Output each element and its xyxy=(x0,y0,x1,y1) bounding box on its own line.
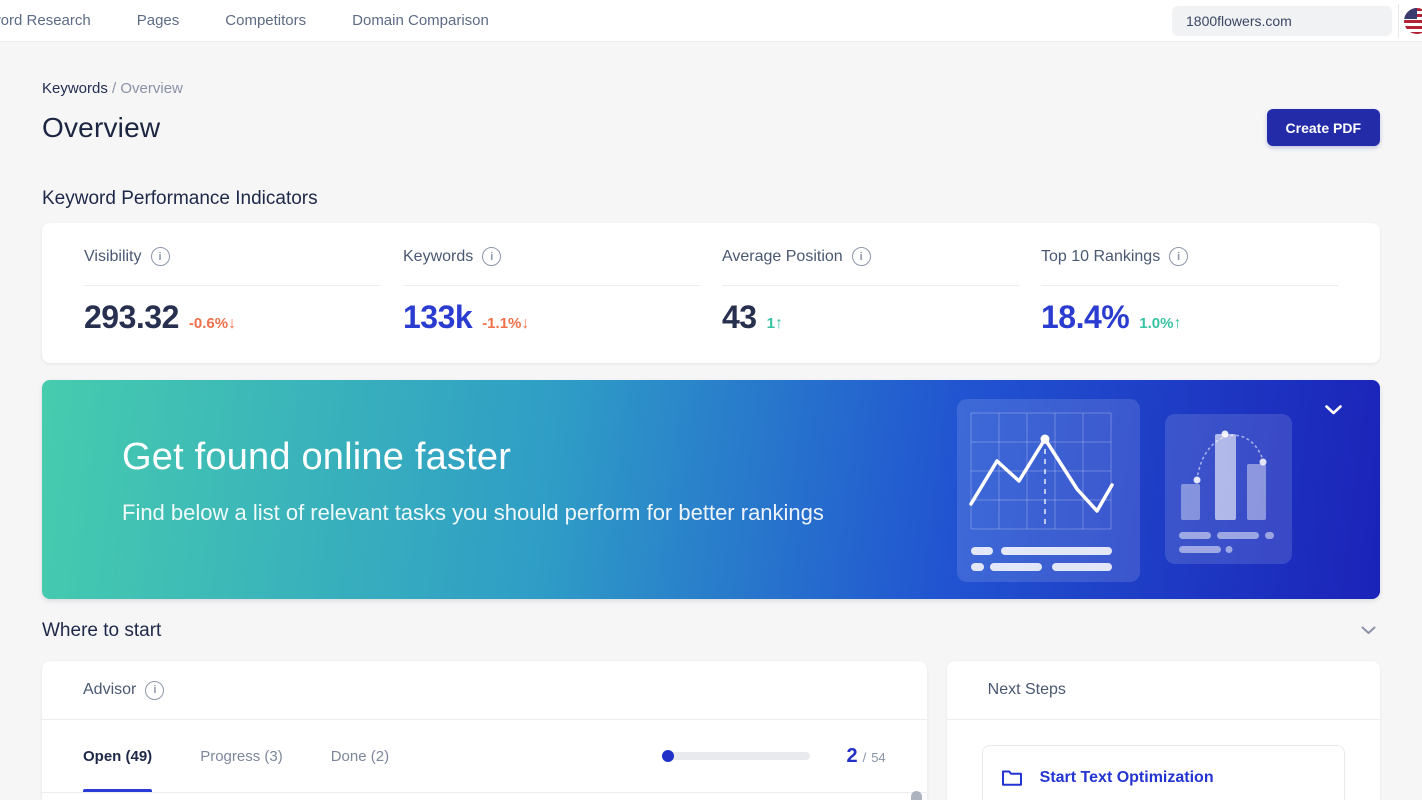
nav-divider xyxy=(1398,4,1399,38)
nav-item-competitors[interactable]: Competitors xyxy=(225,12,307,29)
nav-item-keyword-research[interactable]: Keyword Research xyxy=(0,12,91,29)
nav-item-pages[interactable]: Pages xyxy=(136,12,180,29)
next-steps-title: Next Steps xyxy=(987,681,1066,698)
divider xyxy=(722,285,1019,286)
kpi-average-position-delta: 1↑ xyxy=(766,315,783,332)
info-icon[interactable]: i xyxy=(851,247,871,266)
breadcrumb-keywords[interactable]: Keywords xyxy=(42,80,108,97)
line-chart-illustration xyxy=(957,399,1140,582)
where-to-start-chevron-down-icon[interactable] xyxy=(1361,622,1376,640)
banner-collapse-chevron-down-icon[interactable] xyxy=(1325,402,1342,420)
divider xyxy=(84,285,381,286)
us-flag-icon[interactable] xyxy=(1404,8,1422,34)
kpi-top10-rankings: Top 10 Rankings i 18.4% 1.0%↑ xyxy=(1041,247,1338,336)
kpi-visibility-value: 293.32 xyxy=(84,299,179,335)
kpi-visibility-label: Visibility xyxy=(84,247,142,265)
banner-title: Get found online faster xyxy=(122,436,512,478)
advisor-title: Advisor xyxy=(83,681,137,698)
banner-subtitle: Find below a list of relevant tasks you … xyxy=(122,500,824,525)
advisor-progress: 2 / 54 xyxy=(662,745,886,768)
next-step-label: Start Text Optimization xyxy=(1039,769,1214,786)
divider xyxy=(1041,285,1338,286)
info-icon[interactable]: i xyxy=(150,247,170,266)
info-icon[interactable]: i xyxy=(482,247,502,266)
top-nav: Keyword Research Pages Competitors Domai… xyxy=(0,0,1422,42)
kpi-keywords-label: Keywords xyxy=(403,247,474,265)
breadcrumb: Keywords / Overview xyxy=(42,80,1380,97)
advisor-scrollbar-thumb[interactable] xyxy=(910,791,922,800)
advisor-card: Advisor i Open (49) Progress (3) Done (2… xyxy=(42,661,927,800)
nav-item-domain-comparison[interactable]: Domain Comparison xyxy=(352,12,489,29)
folder-icon xyxy=(1001,769,1023,787)
kpi-average-position: Average Position i 43 1↑ xyxy=(722,247,1019,336)
down-arrow-icon: ↓ xyxy=(521,315,530,332)
page-title: Overview xyxy=(42,111,161,143)
bar-chart-illustration xyxy=(1165,414,1292,564)
down-arrow-icon: ↓ xyxy=(228,315,237,332)
kpi-keywords-delta: -1.1%↓ xyxy=(482,315,530,332)
info-icon[interactable]: i xyxy=(145,680,165,700)
tab-open[interactable]: Open (49) xyxy=(83,720,153,792)
kpi-keywords-value: 133k xyxy=(403,299,473,335)
up-arrow-icon: ↑ xyxy=(774,315,783,332)
kpi-average-position-value: 43 xyxy=(722,299,757,335)
kpi-top10-rankings-value: 18.4% xyxy=(1041,299,1130,335)
progress-count: 2 / 54 xyxy=(846,745,885,768)
progress-bar xyxy=(662,750,811,762)
breadcrumb-current: Overview xyxy=(120,80,183,97)
kpi-section-title: Keyword Performance Indicators xyxy=(42,188,318,209)
tab-done[interactable]: Done (2) xyxy=(330,747,390,765)
kpi-visibility-delta: -0.6%↓ xyxy=(188,315,237,332)
nav-items: Keyword Research Pages Competitors Domai… xyxy=(0,12,489,29)
advisor-tabs: Open (49) Progress (3) Done (2) 2 / 54 xyxy=(42,720,927,793)
next-steps-card: Next Steps Start Text Optimization xyxy=(946,661,1380,800)
progress-separator: / xyxy=(862,749,867,765)
kpi-top10-rankings-delta: 1.0%↑ xyxy=(1139,315,1182,332)
kpi-keywords: Keywords i 133k -1.1%↓ xyxy=(403,247,700,336)
create-pdf-button[interactable]: Create PDF xyxy=(1266,109,1380,146)
divider xyxy=(403,285,700,286)
kpi-top10-rankings-label: Top 10 Rankings xyxy=(1041,247,1161,265)
progress-total: 54 xyxy=(871,749,886,765)
advisor-promo-banner: Get found online faster Find below a lis… xyxy=(42,380,1380,599)
tab-progress[interactable]: Progress (3) xyxy=(200,747,283,765)
kpi-card: Visibility i 293.32 -0.6%↓ Keywords i 13… xyxy=(42,223,1380,363)
kpi-average-position-label: Average Position xyxy=(722,247,843,265)
info-icon[interactable]: i xyxy=(1169,247,1189,266)
progress-bar-fill xyxy=(662,750,675,762)
domain-input[interactable] xyxy=(1172,6,1392,36)
where-to-start-title: Where to start xyxy=(42,620,162,641)
progress-done: 2 xyxy=(846,744,858,767)
next-step-start-text-optimization[interactable]: Start Text Optimization xyxy=(981,745,1345,800)
kpi-visibility: Visibility i 293.32 -0.6%↓ xyxy=(84,247,381,336)
up-arrow-icon: ↑ xyxy=(1173,315,1182,332)
breadcrumb-separator: / xyxy=(112,80,117,97)
